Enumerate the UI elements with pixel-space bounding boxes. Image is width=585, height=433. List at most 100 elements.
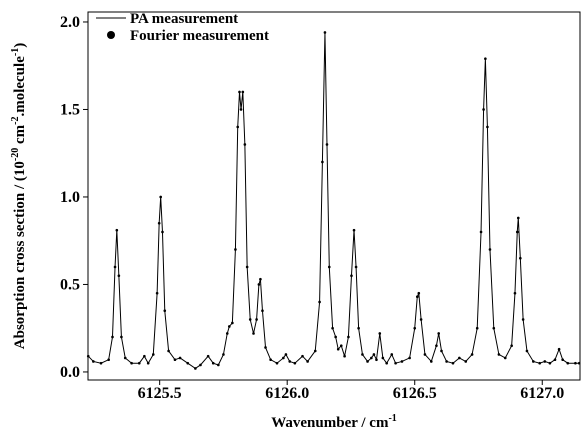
fourier-point bbox=[206, 354, 210, 358]
fourier-point bbox=[243, 143, 247, 146]
fourier-point bbox=[325, 143, 329, 146]
fourier-point bbox=[323, 31, 327, 34]
fourier-point bbox=[470, 353, 474, 356]
fourier-point bbox=[532, 360, 535, 363]
fourier-point bbox=[464, 360, 468, 363]
fourier-point bbox=[557, 347, 561, 351]
fourier-point bbox=[574, 361, 577, 365]
y-label-part: ) bbox=[12, 43, 28, 48]
fourier-point bbox=[259, 277, 262, 281]
y-label-part: .molecule bbox=[12, 56, 28, 117]
fourier-point bbox=[437, 332, 440, 335]
fourier-point bbox=[123, 356, 127, 360]
fourier-point bbox=[225, 332, 229, 335]
fourier-point bbox=[321, 160, 324, 164]
y-tick-label: 2.0 bbox=[60, 14, 80, 31]
fourier-point bbox=[163, 309, 167, 313]
fourier-point bbox=[538, 361, 542, 365]
fourier-point bbox=[252, 332, 255, 335]
fourier-point bbox=[366, 360, 369, 363]
fourier-point bbox=[255, 318, 258, 321]
x-label-part: Wavenumber / cm bbox=[271, 415, 389, 431]
fourier-point bbox=[430, 360, 433, 363]
plot-frame bbox=[87, 11, 581, 381]
x-tick-label: 6125.5 bbox=[138, 385, 182, 402]
fourier-point bbox=[111, 335, 114, 339]
fourier-point bbox=[238, 90, 241, 94]
fourier-point bbox=[248, 318, 252, 321]
fourier-point bbox=[354, 265, 358, 269]
fourier-point bbox=[408, 356, 411, 360]
fourier-point bbox=[577, 361, 581, 365]
fourier-point bbox=[334, 335, 337, 339]
fourier-point bbox=[306, 360, 309, 363]
y-tick-label: 1.5 bbox=[60, 101, 80, 118]
fourier-point bbox=[413, 326, 417, 330]
fourier-point bbox=[525, 349, 529, 353]
pa-line bbox=[87, 32, 580, 370]
fourier-point bbox=[120, 335, 123, 339]
fourier-point bbox=[350, 274, 353, 278]
fourier-point bbox=[284, 353, 288, 356]
x-axis-label: Wavenumber / cm-1 bbox=[271, 413, 397, 431]
fourier-point bbox=[155, 291, 159, 295]
fourier-point bbox=[548, 361, 552, 365]
fourier-point bbox=[515, 230, 519, 234]
fourier-point bbox=[236, 125, 240, 129]
fourier-point bbox=[497, 353, 501, 356]
fourier-point bbox=[503, 356, 507, 360]
fourier-point bbox=[488, 248, 492, 251]
fourier-point bbox=[435, 344, 438, 348]
y-axis-label: Absorption cross section / (10-20 cm-2.m… bbox=[10, 43, 28, 349]
fourier-point bbox=[269, 358, 272, 362]
fourier-point bbox=[331, 326, 334, 330]
fourier-point bbox=[107, 358, 110, 362]
fourier-point bbox=[400, 360, 404, 363]
fourier-point bbox=[492, 326, 496, 330]
fourier-point bbox=[347, 335, 350, 339]
fourier-point bbox=[417, 291, 421, 295]
fourier-point bbox=[146, 361, 150, 365]
fourier-point bbox=[521, 318, 525, 321]
fourier-point bbox=[419, 318, 423, 321]
y-label-sup: -1 bbox=[10, 48, 21, 56]
fourier-point bbox=[301, 354, 304, 358]
fourier-point bbox=[228, 325, 231, 328]
fourier-point bbox=[361, 353, 364, 356]
fourier-point bbox=[451, 361, 455, 365]
fourier-point bbox=[231, 321, 234, 325]
fourier-point bbox=[336, 347, 340, 351]
fourier-point bbox=[375, 358, 378, 362]
fourier-point bbox=[157, 221, 161, 225]
fourier-point bbox=[370, 356, 373, 360]
y-label-sup: -2 bbox=[10, 117, 21, 125]
y-tick-label: 0.5 bbox=[60, 276, 80, 293]
fourier-point bbox=[390, 353, 394, 356]
legend-label: PA measurement bbox=[130, 11, 238, 27]
y-tick-label: 1.0 bbox=[60, 189, 80, 206]
fourier-point bbox=[282, 356, 285, 360]
fourier-point bbox=[510, 344, 513, 348]
fourier-point bbox=[288, 360, 292, 363]
fourier-point bbox=[327, 265, 331, 269]
legend-dot bbox=[107, 31, 115, 39]
fourier-point bbox=[99, 361, 103, 365]
fourier-point bbox=[245, 265, 249, 269]
fourier-point bbox=[486, 125, 489, 129]
fourier-point bbox=[513, 291, 517, 295]
fourier-point bbox=[211, 361, 215, 365]
fourier-point bbox=[415, 295, 419, 299]
fourier-point bbox=[516, 216, 520, 220]
fourier-point bbox=[543, 360, 547, 363]
fourier-point bbox=[173, 358, 177, 362]
fourier-point bbox=[318, 300, 321, 304]
fourier-point bbox=[117, 274, 121, 278]
fourier-point bbox=[130, 361, 133, 365]
fourier-point bbox=[159, 195, 162, 199]
fourier-point bbox=[394, 361, 397, 365]
fourier-point bbox=[186, 361, 190, 365]
fourier-point bbox=[115, 228, 119, 232]
fourier-point bbox=[482, 108, 485, 111]
fourier-point bbox=[143, 354, 146, 358]
